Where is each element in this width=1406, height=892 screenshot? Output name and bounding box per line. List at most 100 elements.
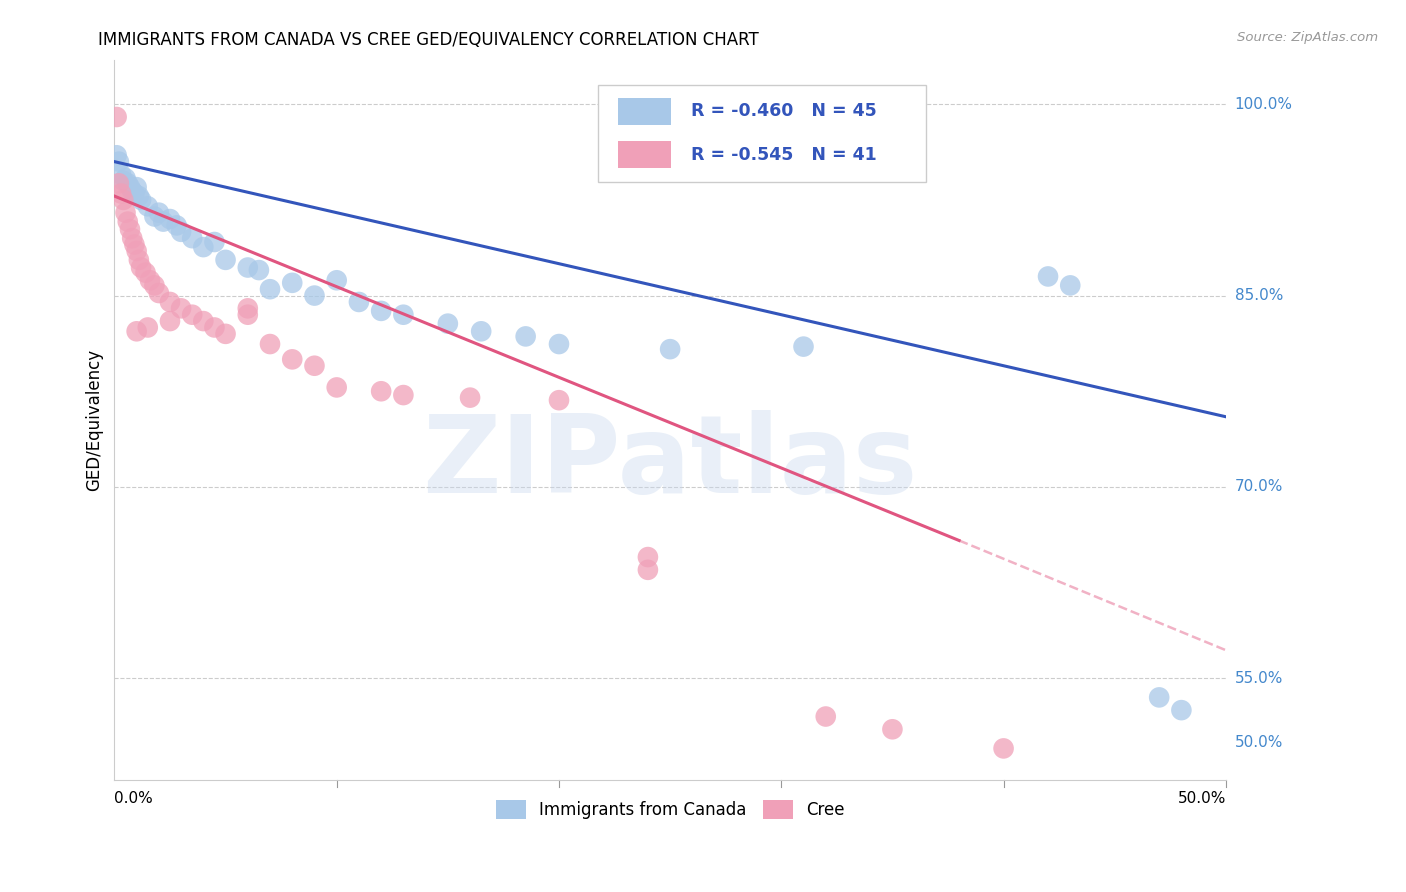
Point <box>281 352 304 367</box>
Point <box>347 295 370 310</box>
Point <box>114 171 136 186</box>
Point <box>105 110 128 124</box>
Point <box>136 199 159 213</box>
Point <box>236 260 259 275</box>
Point <box>637 563 659 577</box>
Text: ZIPatlas: ZIPatlas <box>422 410 918 516</box>
Point <box>118 222 141 236</box>
Point <box>193 240 215 254</box>
Point <box>1147 690 1170 705</box>
Point <box>105 148 128 162</box>
Point <box>129 193 152 207</box>
Point <box>204 320 226 334</box>
Point <box>159 295 181 310</box>
Point <box>281 276 304 290</box>
Point <box>1059 278 1081 293</box>
Point <box>143 210 166 224</box>
Point <box>159 212 181 227</box>
Point <box>659 342 682 356</box>
Point <box>193 314 215 328</box>
Point <box>148 286 170 301</box>
Point <box>170 225 193 239</box>
Point <box>117 214 139 228</box>
Point <box>637 550 659 565</box>
Point <box>259 337 281 351</box>
Point <box>870 110 893 124</box>
Text: R = -0.460   N = 45: R = -0.460 N = 45 <box>692 103 877 120</box>
Point <box>214 326 236 341</box>
Bar <box>617 141 671 169</box>
Point <box>108 154 131 169</box>
Point <box>882 107 904 121</box>
Point <box>181 308 204 322</box>
Point <box>148 205 170 219</box>
Point <box>125 180 148 194</box>
Text: 0.0%: 0.0% <box>114 790 153 805</box>
Point <box>392 308 415 322</box>
Point <box>129 260 152 275</box>
Point <box>125 244 148 258</box>
Text: IMMIGRANTS FROM CANADA VS CREE GED/EQUIVALENCY CORRELATION CHART: IMMIGRANTS FROM CANADA VS CREE GED/EQUIV… <box>98 31 759 49</box>
Point <box>112 193 135 207</box>
Point <box>515 329 537 343</box>
Point <box>792 340 814 354</box>
Point <box>548 393 571 408</box>
Point <box>392 388 415 402</box>
Point <box>128 252 150 267</box>
Text: 50.0%: 50.0% <box>1234 734 1284 749</box>
Point <box>125 324 148 338</box>
Point <box>304 288 326 302</box>
Point <box>370 384 392 399</box>
Legend: Immigrants from Canada, Cree: Immigrants from Canada, Cree <box>489 794 852 826</box>
Text: Source: ZipAtlas.com: Source: ZipAtlas.com <box>1237 31 1378 45</box>
Point <box>470 324 492 338</box>
Point <box>236 301 259 316</box>
Point <box>993 741 1015 756</box>
Point <box>370 304 392 318</box>
Text: 50.0%: 50.0% <box>1177 790 1226 805</box>
Point <box>325 380 347 394</box>
Point <box>259 282 281 296</box>
Point <box>437 317 460 331</box>
Point <box>1036 269 1059 284</box>
Point <box>110 168 132 182</box>
Point <box>204 235 226 249</box>
Point <box>139 273 162 287</box>
Text: 85.0%: 85.0% <box>1234 288 1284 303</box>
Point <box>135 266 157 280</box>
Point <box>124 186 146 201</box>
Point <box>325 273 347 287</box>
Point <box>236 308 259 322</box>
Point <box>458 391 481 405</box>
Point <box>117 177 139 191</box>
Point <box>136 320 159 334</box>
Y-axis label: GED/Equivalency: GED/Equivalency <box>86 349 103 491</box>
Point <box>1170 703 1192 717</box>
Point <box>159 314 181 328</box>
Point <box>118 180 141 194</box>
Point <box>112 174 135 188</box>
Text: 55.0%: 55.0% <box>1234 671 1284 686</box>
Point <box>882 723 904 737</box>
Point <box>152 214 174 228</box>
Point <box>128 189 150 203</box>
Point <box>108 177 131 191</box>
Bar <box>617 98 671 125</box>
Text: 100.0%: 100.0% <box>1234 96 1292 112</box>
Point <box>304 359 326 373</box>
Point <box>143 278 166 293</box>
Point <box>814 709 837 723</box>
Point <box>114 205 136 219</box>
Point <box>166 219 188 233</box>
Text: 70.0%: 70.0% <box>1234 479 1284 494</box>
Point <box>170 301 193 316</box>
Point <box>214 252 236 267</box>
FancyBboxPatch shape <box>598 85 925 182</box>
Point <box>548 337 571 351</box>
Text: R = -0.545   N = 41: R = -0.545 N = 41 <box>692 145 877 164</box>
Point <box>247 263 270 277</box>
Point <box>124 237 146 252</box>
Point <box>121 184 143 198</box>
Point <box>181 231 204 245</box>
Point <box>121 231 143 245</box>
